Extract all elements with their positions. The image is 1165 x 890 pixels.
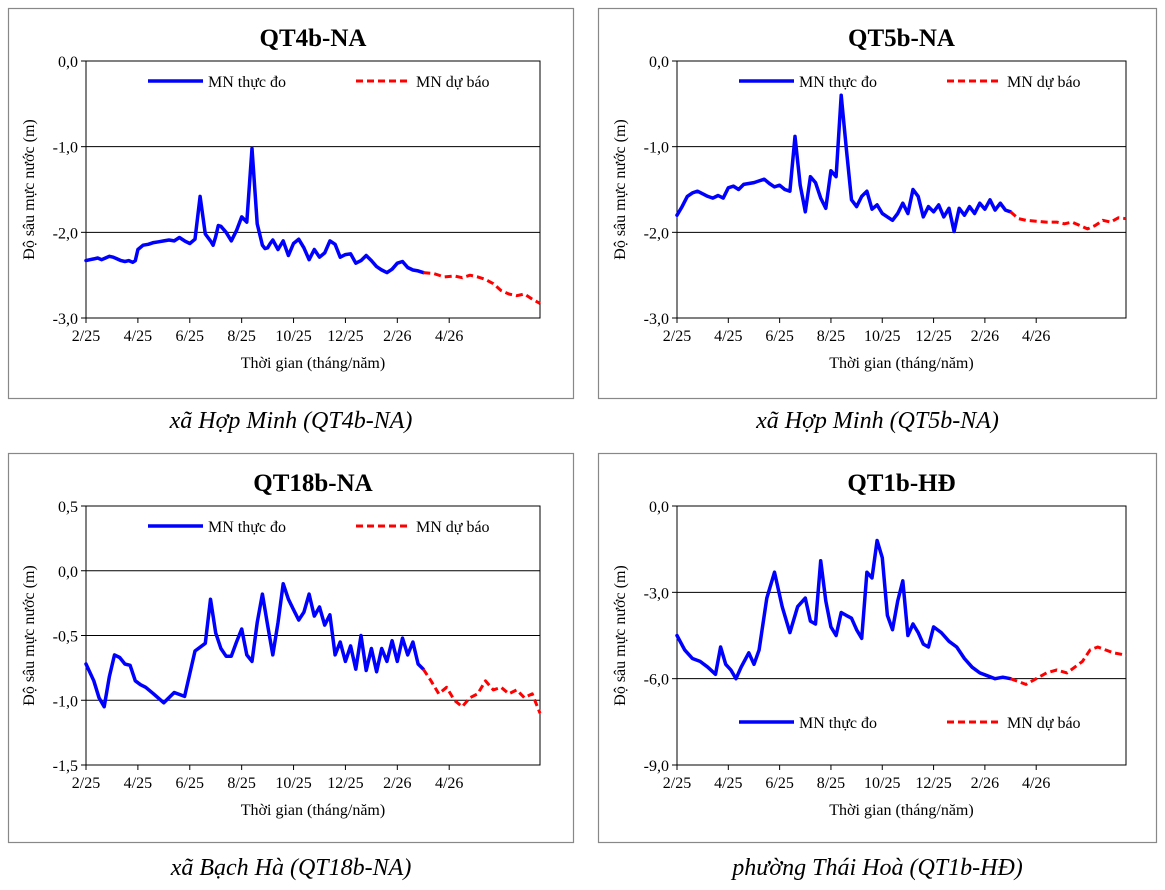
legend-label: MN thực đo — [799, 715, 877, 732]
chart-title: QT4b-NA — [260, 25, 367, 52]
series-line-forecast — [1009, 645, 1127, 686]
chart-title: QT5b-NA — [848, 25, 955, 52]
x-tick-label: 2/25 — [72, 328, 100, 345]
x-tick-label: 10/25 — [864, 775, 900, 792]
x-tick-label: 12/25 — [915, 775, 951, 792]
x-axis-label: Thời gian (tháng/năm) — [241, 802, 385, 819]
chart-svg-qt4b-na: QT4b-NA 0,0 -1,0 -2,0 -3,02/25 4/25 6/25 8/25 10… — [7, 7, 575, 400]
y-tick-label: -9,0 — [644, 758, 669, 775]
series-line-forecast — [423, 271, 541, 305]
x-tick-label: 10/25 — [275, 328, 311, 345]
x-axis-label: Thời gian (tháng/năm) — [829, 802, 973, 819]
legend-label: MN dự báo — [1007, 715, 1081, 732]
plot-area — [85, 505, 541, 766]
x-tick-label: 2/26 — [971, 775, 999, 792]
chart-panel-qt18b-na: QT18b-NA 0,5 0,0 -0,5 -1,0 -1,5 2/25 4/25 6/25 8/… — [7, 452, 575, 844]
x-tick-label: 6/25 — [765, 775, 793, 792]
chart-caption-qt5b-na: xã Hợp Minh (QT5b-NA) — [756, 408, 999, 434]
chart-frame — [7, 452, 575, 844]
series-line-measured — [675, 538, 1013, 681]
y-tick-label: -3,0 — [644, 585, 669, 602]
legend-label: MN thực đo — [208, 519, 286, 536]
legend-label: MN thực đo — [799, 74, 877, 91]
chart-panel-qt1b-hd: QT1b-HĐ 0,0 -3,0 -6,0 -9,0 2/25 4/25 6/25 8/25 10… — [597, 452, 1158, 844]
series-line-measured — [84, 581, 426, 709]
series-line-measured — [84, 146, 426, 275]
x-tick-label: 4/25 — [124, 775, 152, 792]
x-tick-label: 4/25 — [124, 328, 152, 345]
chart-svg-qt5b-na: QT5b-NA 0,0 -1,0 -2,0 -3,02/25 4/25 6/25 8/25 10… — [597, 7, 1158, 400]
y-axis-label: Độ sâu mực nước (m) — [612, 565, 629, 705]
x-tick-label: 2/26 — [383, 775, 411, 792]
legend-label: MN dự báo — [1007, 74, 1081, 91]
y-tick-label: -3,0 — [53, 311, 78, 328]
x-tick-label: 8/25 — [227, 328, 255, 345]
chart-title: QT1b-HĐ — [847, 470, 955, 497]
x-axis-label: Thời gian (tháng/năm) — [241, 355, 385, 372]
chart-panel-qt4b-na: QT4b-NA 0,0 -1,0 -2,0 -3,0 2/25 4/25 6/25 8/25 10… — [7, 7, 575, 400]
x-tick-label: 4/25 — [714, 328, 742, 345]
y-tick-label: 0,0 — [649, 54, 669, 71]
x-tick-label: 2/25 — [72, 775, 100, 792]
chart-caption-qt1b-hd: phường Thái Hoà (QT1b-HĐ) — [732, 855, 1023, 881]
y-axis-label: Độ sâu mực nước (m) — [21, 119, 38, 259]
chart-panel-qt5b-na: QT5b-NA 0,0 -1,0 -2,0 -3,0 2/25 4/25 6/25 8/25 10… — [597, 7, 1158, 400]
x-tick-label: 10/25 — [275, 775, 311, 792]
x-tick-label: 8/25 — [227, 775, 255, 792]
y-tick-label: 0,0 — [649, 499, 669, 516]
x-tick-label: 4/26 — [1022, 775, 1050, 792]
plot-area — [85, 60, 541, 319]
x-tick-label: 4/26 — [435, 328, 463, 345]
x-tick-label: 6/25 — [176, 775, 204, 792]
x-tick-label: 4/26 — [435, 775, 463, 792]
chart-frame — [7, 7, 575, 400]
y-tick-label: -1,0 — [53, 140, 78, 157]
chart-svg-qt1b-hd: QT1b-HĐ 0,0 -3,0 -6,0 -9,02/25 4/25 6/25 8/25 10… — [597, 452, 1158, 844]
x-tick-label: 12/25 — [327, 775, 363, 792]
x-tick-label: 12/25 — [327, 328, 363, 345]
y-axis-label: Độ sâu mực nước (m) — [21, 565, 38, 705]
legend-label: MN dự báo — [416, 74, 490, 91]
x-tick-label: 12/25 — [915, 328, 951, 345]
y-tick-label: -1,0 — [53, 693, 78, 710]
x-tick-label: 2/26 — [971, 328, 999, 345]
y-tick-label: -2,0 — [644, 225, 669, 242]
y-tick-label: 0,5 — [58, 499, 78, 516]
series-line-measured — [675, 93, 1013, 234]
x-tick-label: 2/25 — [663, 328, 691, 345]
chart-frame — [597, 452, 1158, 844]
legend-label: MN dự báo — [416, 519, 490, 536]
x-tick-label: 10/25 — [864, 328, 900, 345]
x-tick-label: 6/25 — [765, 328, 793, 345]
y-tick-label: 0,0 — [58, 564, 78, 581]
x-tick-label: 2/26 — [383, 328, 411, 345]
chart-caption-qt4b-na: xã Hợp Minh (QT4b-NA) — [169, 408, 413, 434]
legend-label: MN thực đo — [208, 74, 286, 91]
x-tick-label: 2/25 — [663, 775, 691, 792]
x-tick-label: 6/25 — [176, 328, 204, 345]
x-tick-label: 8/25 — [817, 775, 845, 792]
chart-svg-qt18b-na: QT18b-NA 0,5 0,0 -0,5 -1,0 -1,52/25 4/25 6/25 8/… — [7, 452, 575, 844]
series-line-forecast — [422, 668, 542, 714]
y-tick-label: 0,0 — [58, 54, 78, 71]
y-tick-label: -0,5 — [53, 629, 78, 646]
y-tick-label: -1,0 — [644, 140, 669, 157]
y-tick-label: -6,0 — [644, 672, 669, 689]
x-axis-label: Thời gian (tháng/năm) — [829, 355, 973, 372]
plot-area — [676, 60, 1127, 319]
y-axis-label: Độ sâu mực nước (m) — [612, 119, 629, 259]
x-tick-label: 4/26 — [1022, 328, 1050, 345]
x-tick-label: 4/25 — [714, 775, 742, 792]
x-tick-label: 8/25 — [817, 328, 845, 345]
series-line-forecast — [1009, 210, 1127, 231]
y-tick-label: -1,5 — [53, 758, 78, 775]
chart-caption-qt18b-na: xã Bạch Hà (QT18b-NA) — [170, 855, 412, 881]
y-tick-label: -2,0 — [53, 225, 78, 242]
chart-title: QT18b-NA — [253, 470, 372, 497]
y-tick-label: -3,0 — [644, 311, 669, 328]
